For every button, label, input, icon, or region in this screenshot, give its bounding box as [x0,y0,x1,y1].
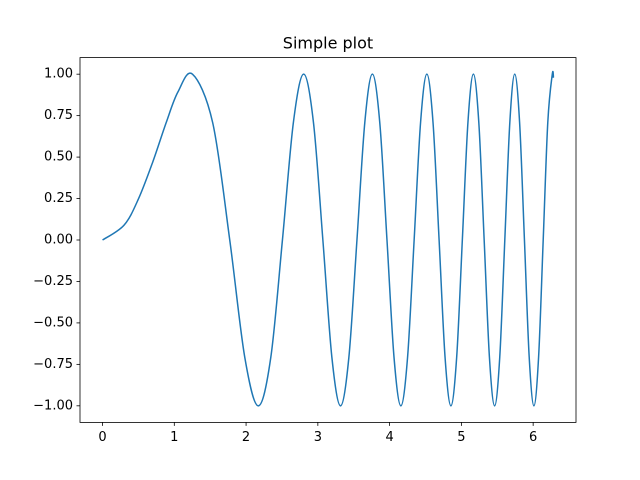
y-tick-label: −0.75 [33,357,73,372]
x-tick-label: 3 [314,430,322,445]
y-tick-label: −0.50 [33,315,73,330]
y-tick-label: 0.25 [44,191,73,206]
axes-frame [79,57,577,423]
y-tick-label: 0.50 [44,150,73,165]
line [102,70,555,407]
y-tick-label: 0.75 [44,108,73,123]
x-tick-label: 6 [529,430,537,445]
x-tick-label: 2 [242,430,250,445]
y-tick-label: −1.00 [33,398,73,413]
y-tick-label: 0.00 [44,233,73,248]
y-tick-label: 1.00 [44,67,73,82]
x-tick-label: 5 [457,430,465,445]
x-tick-label: 1 [170,430,178,445]
x-tick-label: 0 [98,430,106,445]
y-tick-label: −0.25 [33,274,73,289]
x-tick-label: 4 [385,430,393,445]
chart-title: Simple plot [283,34,373,53]
